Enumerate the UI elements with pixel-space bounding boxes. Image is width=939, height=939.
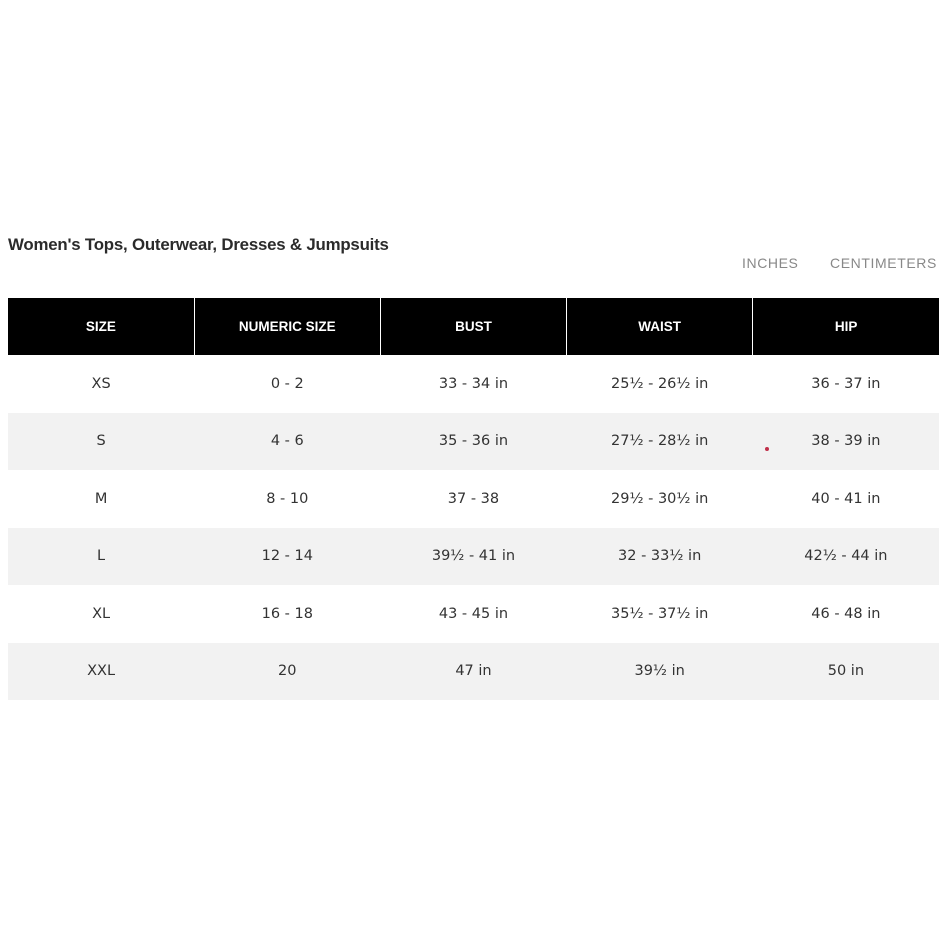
table-cell: 12 - 14 <box>194 527 381 585</box>
table-row: XXL 20 47 in 39½ in 50 in <box>8 642 939 700</box>
table-cell: 25½ - 26½ in <box>611 375 709 392</box>
inches-toggle[interactable]: INCHES <box>742 255 799 271</box>
table-row: M 8 - 10 37 - 38 29½ - 30½ in 40 - 41 in <box>8 470 939 528</box>
table-cell: 8 - 10 <box>266 490 309 507</box>
table-cell: 16 - 18 <box>261 605 313 622</box>
table-cell: 36 - 37 in <box>811 375 881 392</box>
column-header-hip: HIP <box>752 298 939 355</box>
centimeters-toggle[interactable]: CENTIMETERS <box>830 255 937 271</box>
table-header-row: SIZE NUMERIC SIZE BUST WAIST HIP <box>8 298 939 355</box>
table-cell: XXL <box>8 642 195 700</box>
table-cell: 32 - 33½ in <box>566 527 753 585</box>
table-cell: 42½ - 44 in <box>752 527 939 585</box>
table-cell: XL <box>92 605 111 622</box>
table-cell: XS <box>91 375 111 392</box>
column-header-bust: BUST <box>379 298 567 355</box>
table-cell: L <box>8 527 195 585</box>
table-cell: 4 - 6 <box>194 412 381 470</box>
table-cell: 33 - 34 in <box>438 375 509 392</box>
table-cell: 43 - 45 in <box>438 605 509 622</box>
table-cell: 37 - 38 <box>447 490 500 507</box>
table-cell: S <box>8 412 195 470</box>
table-cell: 47 in <box>380 642 567 700</box>
table-row: XL 16 - 18 43 - 45 in 35½ - 37½ in 46 - 48 i… <box>8 585 939 643</box>
table-cell: 35 - 36 in <box>380 412 567 470</box>
table-row: XS 0 - 2 33 - 34 in 25½ - 26½ in 36 - 37 in <box>8 355 939 413</box>
table-cell: 0 - 2 <box>270 375 304 392</box>
table-cell: 27½ - 28½ in <box>566 412 753 470</box>
table-cell: 35½ - 37½ in <box>611 605 709 622</box>
column-header-numeric-size: NUMERIC SIZE <box>193 298 381 355</box>
table-cell: 46 - 48 in <box>811 605 881 622</box>
page-title: Women's Tops, Outerwear, Dresses & Jumps… <box>8 236 389 254</box>
cursor-dot <box>765 447 769 451</box>
table-cell: 39½ in <box>566 642 753 700</box>
table-cell: 50 in <box>752 642 939 700</box>
size-chart-table: SIZE NUMERIC SIZE BUST WAIST HIP XS 0 - 2 33 -… <box>8 298 939 700</box>
column-header-size: SIZE <box>8 298 195 355</box>
table-cell: 40 - 41 in <box>811 490 881 507</box>
table-cell: 29½ - 30½ in <box>611 490 709 507</box>
table-cell: 39½ - 41 in <box>380 527 567 585</box>
table-cell: 20 <box>194 642 381 700</box>
table-cell: M <box>94 490 108 507</box>
column-header-waist: WAIST <box>566 298 753 355</box>
table-cell: 38 - 39 in <box>752 412 939 470</box>
table-row: L 12 - 14 39½ - 41 in 32 - 33½ in 42½ - 44 i… <box>8 527 939 585</box>
